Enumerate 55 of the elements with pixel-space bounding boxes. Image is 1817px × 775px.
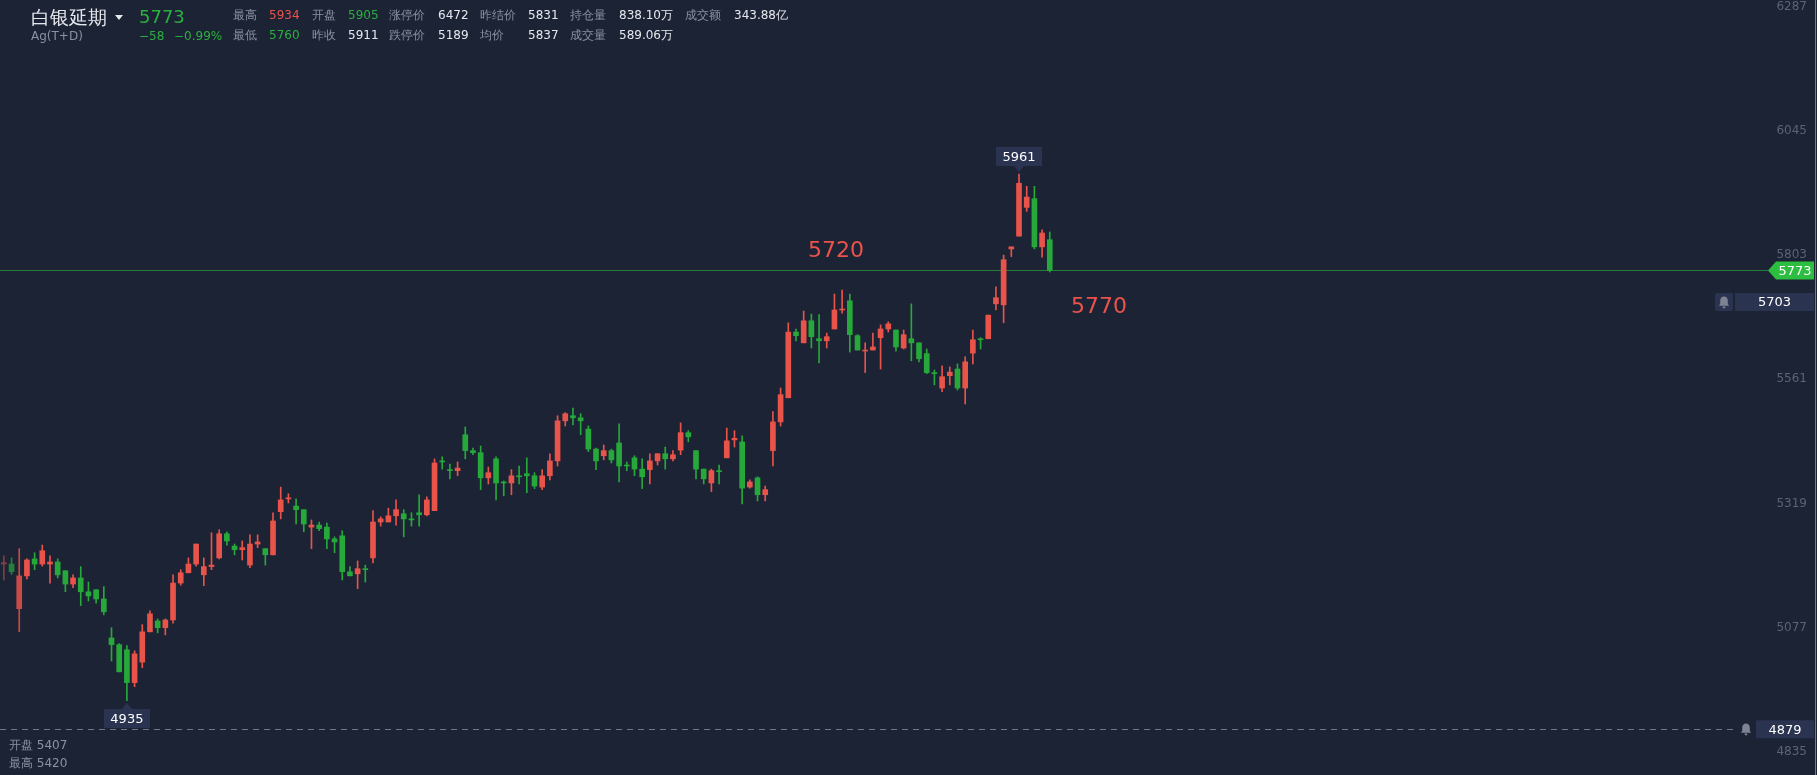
annotation: 开盘 5407 [9,737,68,753]
annotation: 589.06万 [619,27,673,43]
annotation: 成交量 [570,27,606,43]
candlestick [416,494,422,527]
text: Ag(T+D) [31,28,83,44]
y-tick-label: 6287 [1776,0,1807,13]
candlestick [716,464,722,485]
annotation: 5911 [348,27,379,43]
y-tick-label: 5319 [1776,495,1807,510]
candlestick [816,314,822,364]
annotation: 跌停价 [389,27,425,43]
candlestick [293,498,299,525]
annotation: 昨结价 [480,7,516,23]
annotation: 成交额 [685,7,721,23]
annotation: 4935 [110,710,144,726]
annotation: 最高 5420 [9,755,68,771]
annotation: 涨停价 [389,7,425,23]
candlestick [400,509,407,538]
annotation: 开盘 [312,7,336,23]
candlestick [447,463,453,480]
annotation: 最低 [233,27,257,43]
annotation: 5189 [438,27,469,43]
candlestick [523,457,530,494]
annotation: 5961 [1002,148,1036,164]
annotation: 最高 [233,7,257,23]
annotation: 5760 [269,27,300,43]
y-tick-label: 5803 [1776,247,1807,262]
annotation: 5773 [139,6,185,28]
annotation: −58 [139,28,165,44]
annotation: 5831 [528,7,559,23]
annotation: 343.88亿 [734,7,788,23]
candlestick [239,540,246,561]
annotation: 均价 [480,27,504,43]
ref-line-label: 5773 [1778,262,1812,278]
annotation: 5720 [808,236,864,264]
y-tick-label: 6045 [1776,123,1807,137]
annotation: 838.10万 [619,7,673,23]
annotation: 持仓量 [570,7,606,23]
chart-title: 白银延期 [31,5,107,29]
y-tick-label: 5077 [1776,619,1807,634]
candlestick [516,465,522,485]
candlestick [362,564,369,583]
annotation: 5934 [269,7,300,23]
annotation: 6472 [438,7,469,23]
annotation: 5837 [528,27,559,43]
candlestick [1,555,7,581]
y-tick-label: 4835 [1776,744,1807,759]
candlestick [946,366,953,386]
ref-line-label: 4879 [1768,721,1802,737]
candlestick [570,407,576,426]
annotation: 5770 [1071,292,1127,320]
y-tick-label: 5561 [1776,371,1807,386]
annotation: 昨收 [312,27,336,43]
annotation: 5905 [348,7,379,23]
annotation: −0.99% [174,28,223,44]
